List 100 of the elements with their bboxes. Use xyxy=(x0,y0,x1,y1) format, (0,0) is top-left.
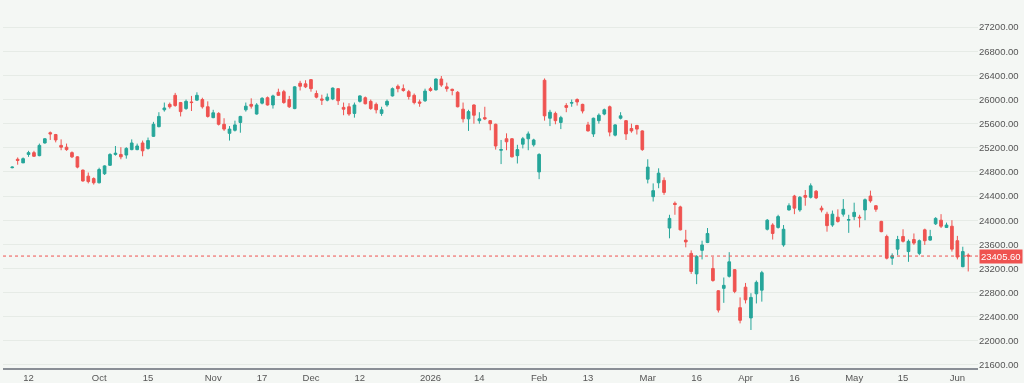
candlestick xyxy=(721,277,726,304)
candlestick xyxy=(358,94,362,104)
y-tick-label: 23200.00 xyxy=(979,262,1019,274)
x-tick-label: 13 xyxy=(582,371,594,383)
candlestick xyxy=(846,214,851,234)
candlestick xyxy=(15,156,20,166)
candlestick xyxy=(863,197,867,221)
candlestick xyxy=(151,121,156,138)
candlestick xyxy=(531,138,536,148)
candlestick xyxy=(178,101,183,117)
candlestick xyxy=(276,88,281,97)
y-tick-label: 26400.00 xyxy=(979,69,1019,81)
x-tick-label: 17 xyxy=(256,371,268,383)
candlestick xyxy=(385,99,389,108)
x-tick-label: 16 xyxy=(691,371,702,383)
y-tick-label: 24000.00 xyxy=(979,214,1019,226)
candlestick xyxy=(37,143,42,157)
candlestick xyxy=(694,254,699,285)
x-tick-label: Apr xyxy=(738,371,753,383)
candlestick xyxy=(808,182,813,199)
candlestick xyxy=(928,229,933,242)
candlestick xyxy=(330,86,335,101)
candlestick xyxy=(477,111,482,125)
candlestick xyxy=(781,224,786,248)
x-tick-label: Oct xyxy=(91,371,107,383)
candlestick xyxy=(195,91,199,102)
candlestick xyxy=(10,166,15,169)
y-tick-label: 26000.00 xyxy=(979,93,1019,105)
candlestick xyxy=(906,239,911,263)
candlestick xyxy=(249,97,254,110)
candlestick xyxy=(488,119,493,131)
x-tick-label: 12 xyxy=(354,371,366,383)
ref-line-label: 23405.60 xyxy=(981,251,1021,262)
candlestick xyxy=(325,93,330,102)
candlestick xyxy=(352,102,357,119)
candlestick xyxy=(417,99,422,108)
candlestick xyxy=(450,88,455,96)
candlestick xyxy=(493,123,498,151)
candlestick xyxy=(933,216,938,226)
candlestick xyxy=(472,103,476,125)
candlestick xyxy=(298,80,302,91)
candlestick xyxy=(602,108,607,116)
candlestick xyxy=(564,102,569,113)
x-tick-label: 15 xyxy=(897,371,909,383)
candlestick xyxy=(656,167,661,189)
candlestick xyxy=(792,194,797,215)
candlestick xyxy=(607,105,612,137)
candlestick xyxy=(390,86,395,98)
candlestick xyxy=(662,176,666,196)
candlestick xyxy=(48,131,53,141)
x-tick-label: 15 xyxy=(142,371,154,383)
candlestick xyxy=(874,204,878,213)
x-tick-label: 16 xyxy=(789,371,800,383)
candlestick xyxy=(482,106,487,121)
candlestick xyxy=(754,280,759,304)
candlestick xyxy=(765,218,770,231)
candlestick xyxy=(922,228,927,246)
y-tick-label: 27200.00 xyxy=(979,21,1019,33)
y-tick-label: 23600.00 xyxy=(979,238,1019,250)
candlestick xyxy=(727,251,732,279)
candlestick xyxy=(759,270,764,303)
candlestick xyxy=(895,235,900,256)
y-tick-label: 22400.00 xyxy=(979,311,1019,323)
y-tick-label: 22800.00 xyxy=(979,286,1019,298)
candlestick xyxy=(91,176,96,186)
candlestick xyxy=(960,246,965,268)
candlestick xyxy=(184,99,188,111)
x-tick-label: 14 xyxy=(474,371,485,383)
candlestick xyxy=(265,96,270,107)
candlestick xyxy=(618,111,623,119)
candlestick xyxy=(613,123,617,137)
candlestick xyxy=(515,144,520,164)
candlestick xyxy=(580,103,585,114)
candlestick xyxy=(798,195,802,213)
candlestick xyxy=(776,214,780,230)
candlestick xyxy=(189,95,194,112)
candlestick xyxy=(271,94,275,110)
candlestick xyxy=(162,102,167,113)
candlestick xyxy=(830,210,835,228)
candlestick xyxy=(53,133,58,143)
candlestick xyxy=(651,182,656,202)
candlestick xyxy=(553,111,558,125)
candlestick xyxy=(575,99,579,107)
candlestick xyxy=(363,96,368,105)
candlestick xyxy=(336,87,340,106)
candlestick xyxy=(379,106,384,117)
candlestick xyxy=(434,77,438,91)
candlestick xyxy=(857,214,862,228)
x-tick-label: Nov xyxy=(204,371,222,383)
candlestick xyxy=(455,90,460,108)
candlestick xyxy=(314,89,319,99)
candlestick xyxy=(814,189,818,200)
candlestick xyxy=(917,239,922,256)
candlestick xyxy=(157,111,161,128)
candlestick xyxy=(787,202,791,212)
candlestick xyxy=(499,139,503,165)
candlestick xyxy=(428,86,433,93)
candlestick xyxy=(868,190,873,204)
candlestick xyxy=(586,121,590,133)
candlestick xyxy=(211,109,216,119)
